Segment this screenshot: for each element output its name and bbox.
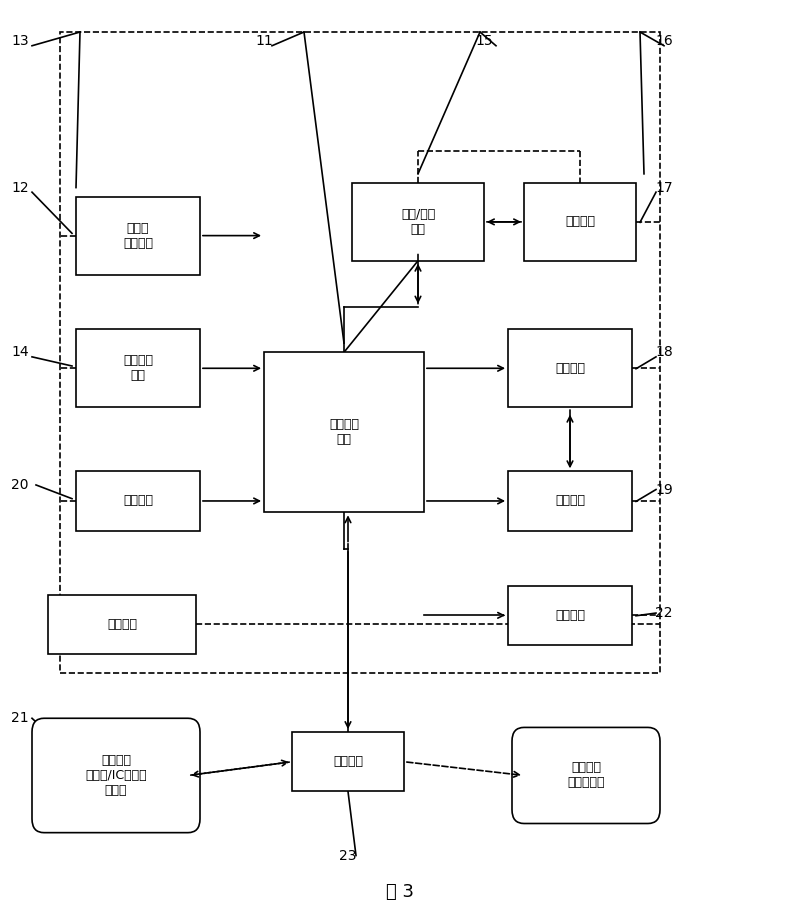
FancyBboxPatch shape	[292, 732, 404, 791]
FancyBboxPatch shape	[76, 329, 200, 407]
FancyBboxPatch shape	[32, 718, 200, 833]
Text: 12: 12	[11, 180, 29, 195]
FancyBboxPatch shape	[508, 329, 632, 407]
Text: 18: 18	[655, 345, 673, 360]
Text: 外设接口: 外设接口	[333, 755, 363, 769]
Text: 字库模块: 字库模块	[555, 361, 585, 375]
Text: 17: 17	[655, 180, 673, 195]
Text: 通讯模块: 通讯模块	[565, 215, 595, 229]
FancyBboxPatch shape	[76, 471, 200, 531]
FancyBboxPatch shape	[512, 727, 660, 824]
Bar	[60, 32, 660, 673]
Text: 16: 16	[655, 34, 673, 48]
Text: 显示模块: 显示模块	[555, 494, 585, 508]
Text: 14: 14	[11, 345, 29, 360]
Text: 加密/解密
模块: 加密/解密 模块	[401, 208, 435, 236]
Text: 23: 23	[339, 848, 357, 863]
Text: 20: 20	[11, 478, 29, 492]
Text: 可拆卸式
磁条卡/IC智能卡
读取器: 可拆卸式 磁条卡/IC智能卡 读取器	[85, 754, 147, 797]
Text: 22: 22	[655, 606, 673, 620]
FancyBboxPatch shape	[76, 197, 200, 274]
Text: 15: 15	[475, 34, 493, 48]
Text: 条形码
读取模块: 条形码 读取模块	[123, 221, 153, 250]
Text: 存储模块: 存储模块	[123, 494, 153, 508]
FancyBboxPatch shape	[48, 595, 196, 654]
FancyBboxPatch shape	[524, 183, 636, 261]
FancyBboxPatch shape	[508, 586, 632, 645]
FancyBboxPatch shape	[264, 352, 424, 512]
Text: 电源模块: 电源模块	[107, 618, 137, 631]
Text: 13: 13	[11, 34, 29, 48]
Text: 键盘输入
模块: 键盘输入 模块	[123, 354, 153, 382]
Text: 语音模块: 语音模块	[555, 608, 585, 622]
FancyBboxPatch shape	[508, 471, 632, 531]
FancyBboxPatch shape	[352, 183, 484, 261]
Text: 图 3: 图 3	[386, 883, 414, 901]
Text: 可拆卸式
微型打印机: 可拆卸式 微型打印机	[567, 761, 605, 790]
Text: 21: 21	[11, 711, 29, 726]
Text: 19: 19	[655, 482, 673, 497]
Text: 11: 11	[255, 34, 273, 48]
Text: 中央处理
模块: 中央处理 模块	[329, 418, 359, 447]
